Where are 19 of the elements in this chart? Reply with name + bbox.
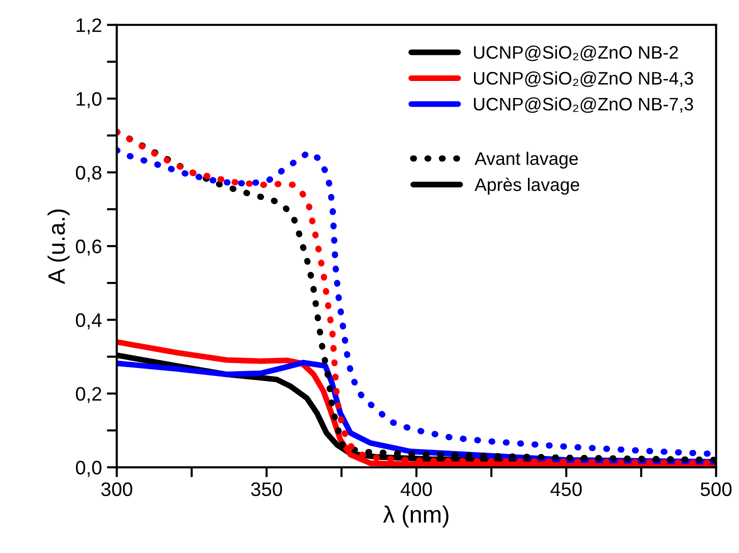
annotation: Après lavage [474, 178, 580, 195]
x-tick-label: 350 [251, 482, 282, 496]
x-tick-label: 300 [101, 482, 132, 496]
x-axis-title: λ (nm) [383, 506, 448, 528]
y-tick-label: 0,6 [76, 240, 102, 256]
y-tick-label: 0,2 [76, 387, 102, 404]
y-axis-title: A (u.a.) [48, 209, 70, 284]
x-tick-label: 400 [400, 482, 432, 496]
legend-label: UCNP@SiO₂@ZnO NB-2 [474, 46, 678, 62]
y-tick-label: 1,0 [76, 92, 102, 108]
y-tick-label: 0,4 [76, 313, 102, 330]
x-tick-label: 500 [700, 482, 732, 496]
y-tick-label: 1,2 [76, 18, 102, 34]
legend-label: UCNP@SiO₂@ZnO NB-4,3 [474, 71, 694, 87]
y-tick-label: 0,8 [76, 166, 102, 182]
y-tick-label: 0,0 [76, 460, 102, 477]
legend-label: UCNP@SiO₂@ZnO NB-7,3 [474, 97, 694, 113]
annotation: Avant lavage [474, 152, 578, 169]
x-tick-label: 450 [550, 482, 582, 496]
